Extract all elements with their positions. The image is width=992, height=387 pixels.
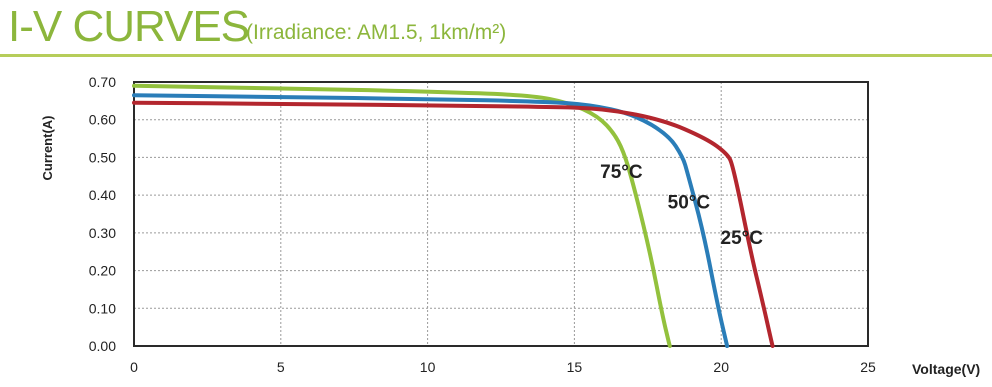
y-tick-label: 0.50 xyxy=(89,149,116,165)
y-tick-label: 0.40 xyxy=(89,187,116,203)
series-label: 75°C xyxy=(600,162,643,183)
x-tick-label: 5 xyxy=(277,359,285,375)
series-label: 25°C xyxy=(721,228,764,249)
y-tick-label: 0.00 xyxy=(89,338,116,354)
series-line xyxy=(132,83,672,348)
y-tick-label: 0.30 xyxy=(89,225,116,241)
y-tick-label: 0.70 xyxy=(89,74,116,90)
x-tick-label: 20 xyxy=(713,359,729,375)
x-tick-label: 25 xyxy=(860,359,876,375)
x-tick-label: 10 xyxy=(420,359,436,375)
plot-frame xyxy=(133,81,869,347)
chart-subtitle: (Irradiance: AM1.5, 1km/m²) xyxy=(246,21,507,44)
y-axis-label: Current(A) xyxy=(40,116,55,181)
series-line xyxy=(132,100,775,349)
y-tick-label: 0.20 xyxy=(89,263,116,279)
chart-header: I-V CURVES (Irradiance: AM1.5, 1km/m²) xyxy=(0,0,992,60)
y-tick-label: 0.10 xyxy=(89,300,116,316)
x-axis-label: Voltage(V) xyxy=(912,361,980,377)
series-label: 50°C xyxy=(668,192,711,213)
chart-title: I-V CURVES xyxy=(8,2,250,51)
x-tick-label: 0 xyxy=(130,359,138,375)
x-tick-label: 15 xyxy=(567,359,583,375)
y-tick-label: 0.60 xyxy=(89,112,116,128)
title-underline xyxy=(0,54,992,57)
